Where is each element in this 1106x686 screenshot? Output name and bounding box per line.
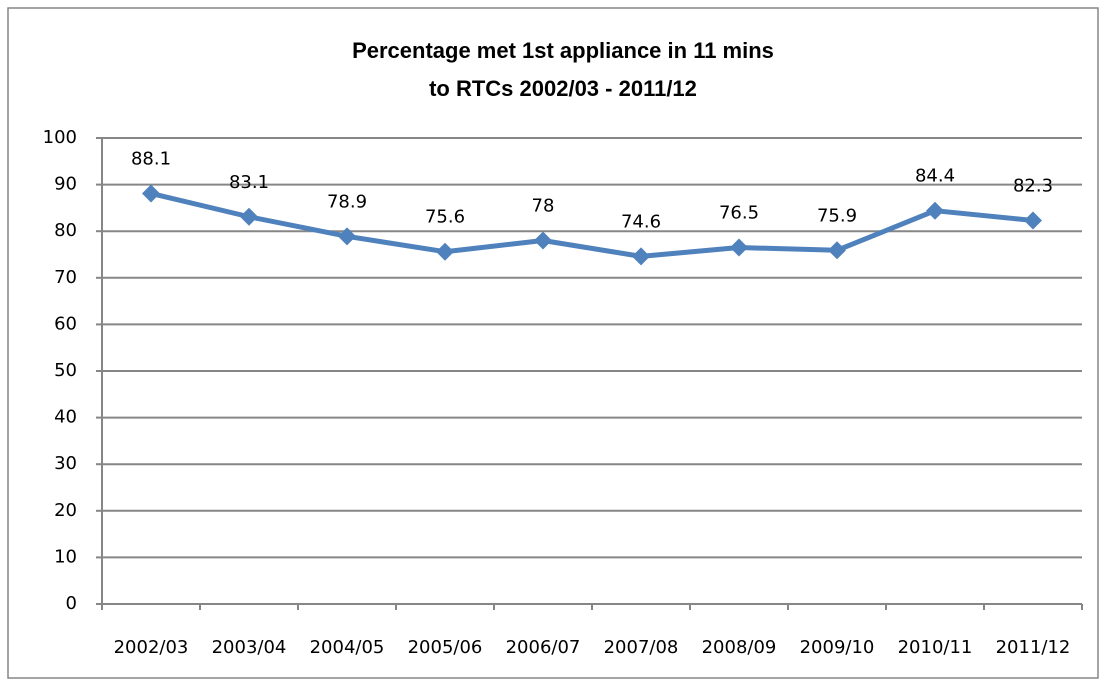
data-point	[142, 184, 160, 203]
data-point	[730, 238, 748, 257]
data-label: 75.9	[817, 205, 857, 226]
data-point	[534, 231, 552, 250]
chart-title: Percentage met 1st appliance in 11 mins	[352, 38, 774, 63]
data-line	[150, 191, 1034, 259]
data-label: 78	[532, 196, 555, 217]
x-tick-label: 2011/12	[996, 637, 1071, 658]
data-point	[828, 241, 846, 260]
y-tick-label: 0	[66, 593, 77, 614]
data-point	[1024, 211, 1042, 230]
chart-border	[7, 7, 1099, 679]
x-tick-label: 2007/08	[604, 637, 679, 658]
y-tick-label: 90	[54, 174, 77, 195]
data-label: 74.6	[621, 211, 661, 232]
chart-title: to RTCs 2002/03 - 2011/12	[429, 76, 697, 101]
data-label: 83.1	[229, 172, 269, 193]
y-tick-label: 10	[54, 546, 77, 567]
y-tick-label: 60	[54, 313, 77, 334]
y-tick-label: 50	[54, 360, 77, 381]
y-tick-label: 70	[54, 267, 77, 288]
x-tick-label: 2004/05	[310, 637, 385, 658]
data-point	[436, 242, 454, 261]
x-tick-label: 2010/11	[898, 637, 973, 658]
y-tick-label: 20	[54, 500, 77, 521]
data-point	[926, 201, 944, 220]
x-tick-label: 2009/10	[800, 637, 875, 658]
data-label: 88.1	[131, 148, 171, 169]
x-tick-label: 2008/09	[702, 637, 777, 658]
y-tick-label: 80	[54, 220, 77, 241]
y-tick-label: 100	[43, 127, 77, 148]
x-tick-label: 2006/07	[506, 637, 581, 658]
data-label: 76.5	[719, 203, 759, 224]
data-label: 78.9	[327, 191, 367, 212]
data-label: 82.3	[1013, 175, 1053, 196]
data-label: 84.4	[915, 166, 955, 187]
data-point	[338, 227, 356, 246]
x-tick-label: 2005/06	[408, 637, 483, 658]
y-tick-label: 30	[54, 453, 77, 474]
x-tick-label: 2002/03	[114, 637, 189, 658]
data-point	[240, 207, 258, 226]
data-point	[632, 247, 650, 266]
y-tick-label: 40	[54, 407, 77, 428]
x-tick-label: 2003/04	[212, 637, 287, 658]
data-label: 75.6	[425, 207, 465, 228]
